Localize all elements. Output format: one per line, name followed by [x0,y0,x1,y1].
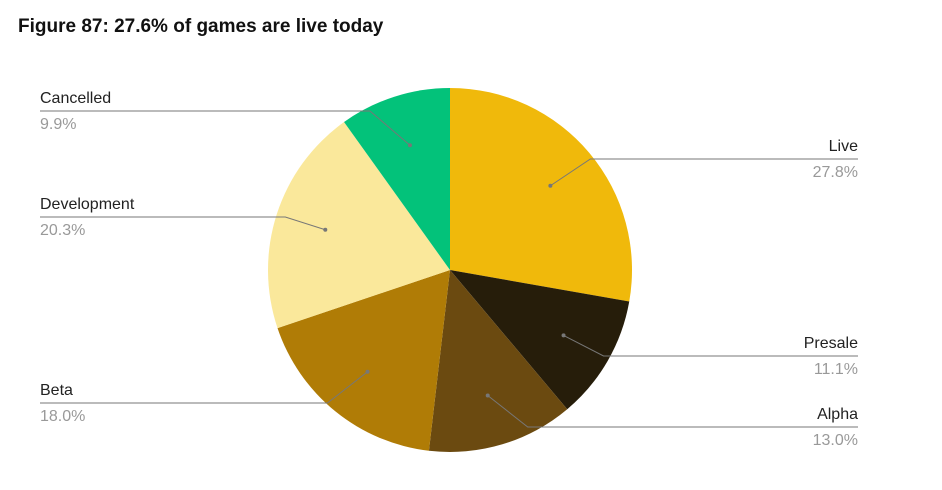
leader-dot [485,393,490,398]
legend-label: Live [829,138,858,155]
value-label: 20.3% [40,222,85,239]
leader-line [550,158,858,187]
legend-label: Presale [804,335,858,352]
leader-line [563,334,858,357]
leader-dot [365,369,370,374]
pie-slice [428,270,568,453]
chart-title: Figure 87: 27.6% of games are live today [18,16,384,37]
pie-slice [268,122,450,329]
legend-label: Alpha [817,406,858,423]
legend-label: Development [40,196,135,213]
value-label: 27.8% [813,164,858,181]
value-label: 13.0% [813,432,858,449]
value-label: 9.9% [40,116,76,133]
leader-line [487,395,858,428]
leader-dot [323,227,328,232]
legend-label: Cancelled [40,90,111,107]
legend-label: Beta [40,382,73,399]
pie-slice [344,88,450,270]
leader-dot [407,143,412,148]
leader-line [40,110,411,146]
leader-dot [561,333,566,338]
pie-slice [450,88,632,302]
leader-dot [548,183,553,188]
pie-slice [277,270,450,451]
leader-line [40,371,368,404]
value-label: 11.1% [814,361,858,378]
pie-slice [450,270,630,410]
value-label: 18.0% [40,408,85,425]
leader-line [40,216,326,231]
